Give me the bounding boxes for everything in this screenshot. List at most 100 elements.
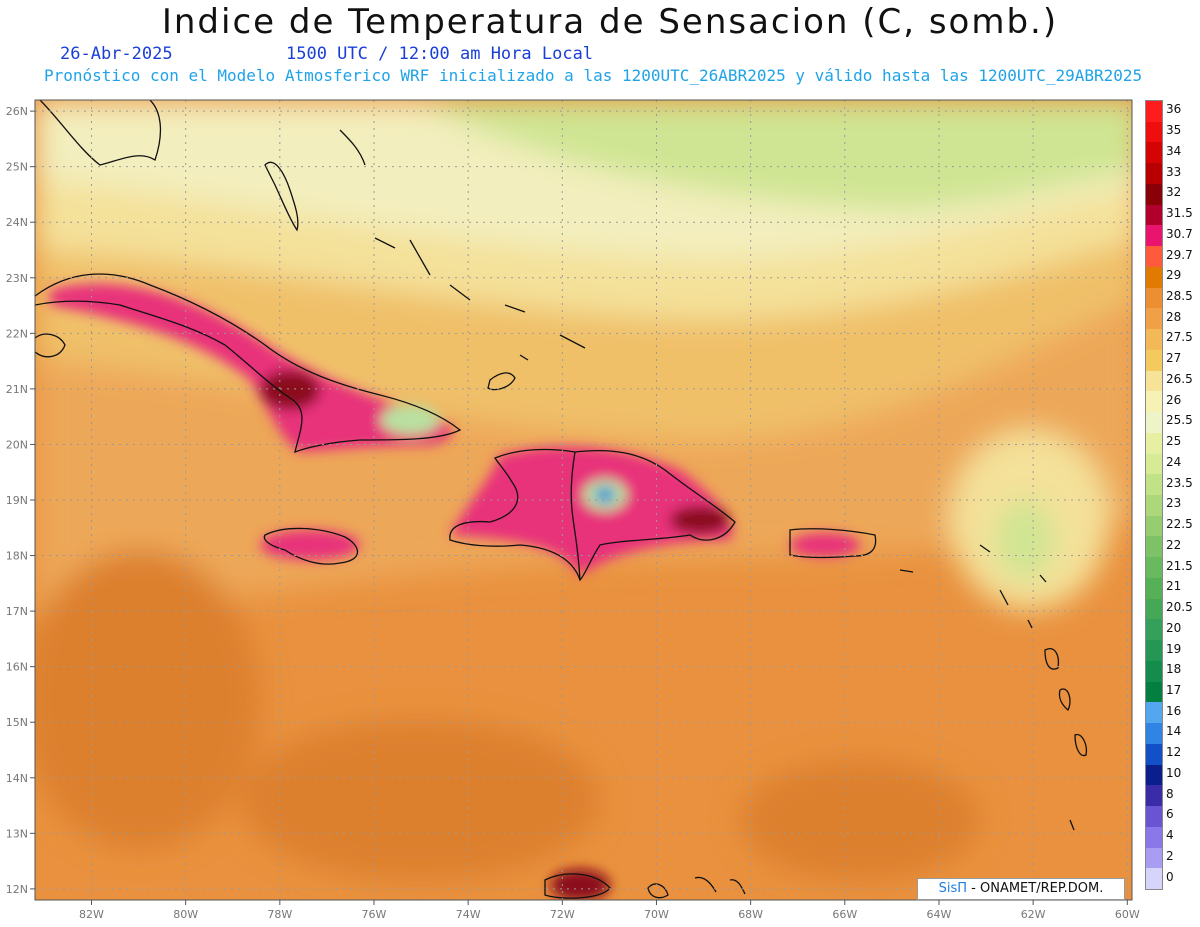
legend-swatch bbox=[1146, 743, 1162, 765]
color-scale-bar bbox=[1145, 100, 1163, 890]
legend-label: 16 bbox=[1166, 703, 1182, 718]
legend-label: 2 bbox=[1166, 848, 1174, 863]
lat-tick-label: 19N bbox=[6, 494, 28, 507]
legend-swatch bbox=[1146, 868, 1162, 890]
legend-swatch bbox=[1146, 246, 1162, 268]
longitude-axis: 82W 80W 78W 76W 74W 72W 70W 68W 66W 64W 62W 60W bbox=[79, 900, 1140, 921]
legend-label: 26.5 bbox=[1166, 371, 1193, 386]
lon-tick-label: 78W bbox=[267, 908, 292, 921]
lon-tick-label: 72W bbox=[550, 908, 575, 921]
legend-swatch bbox=[1146, 515, 1162, 537]
lat-tick-label: 12N bbox=[6, 883, 28, 896]
legend-swatch bbox=[1146, 474, 1162, 496]
legend-swatch bbox=[1146, 785, 1162, 807]
legend-label: 6 bbox=[1166, 807, 1174, 822]
lon-tick-label: 74W bbox=[456, 908, 481, 921]
lat-tick-label: 22N bbox=[6, 327, 28, 340]
lat-tick-label: 14N bbox=[6, 772, 28, 785]
legend-swatch bbox=[1146, 266, 1162, 288]
legend-swatch bbox=[1146, 412, 1162, 434]
lat-tick-label: 25N bbox=[6, 161, 28, 174]
legend-label: 32 bbox=[1166, 185, 1182, 200]
lon-tick-label: 76W bbox=[362, 908, 387, 921]
legend-label: 28 bbox=[1166, 309, 1182, 324]
legend-label: 22 bbox=[1166, 537, 1182, 552]
model-info: Pronóstico con el Modelo Atmosferico WRF… bbox=[44, 66, 1143, 85]
legend-swatch bbox=[1146, 370, 1162, 392]
legend-swatch bbox=[1146, 225, 1162, 247]
map-title: Indice de Temperatura de Sensacion (C, s… bbox=[161, 2, 1059, 42]
legend-swatch bbox=[1146, 557, 1162, 579]
legend-label: 23 bbox=[1166, 496, 1182, 511]
graticule bbox=[35, 100, 1132, 900]
legend-label: 8 bbox=[1166, 786, 1174, 801]
legend-label: 18 bbox=[1166, 662, 1182, 677]
legend-label: 10 bbox=[1166, 765, 1182, 780]
legend-label: 31.5 bbox=[1166, 206, 1193, 221]
lon-tick-label: 66W bbox=[832, 908, 857, 921]
legend-swatch bbox=[1146, 577, 1162, 599]
lat-tick-label: 15N bbox=[6, 716, 28, 729]
legend-swatch bbox=[1146, 453, 1162, 475]
legend-swatch bbox=[1146, 764, 1162, 786]
legend-label: 25.5 bbox=[1166, 413, 1193, 428]
lon-tick-label: 62W bbox=[1021, 908, 1046, 921]
legend-swatch bbox=[1146, 702, 1162, 724]
legend-swatch bbox=[1146, 806, 1162, 828]
legend-swatch bbox=[1146, 495, 1162, 516]
forecast-time: 1500 UTC / 12:00 am Hora Local bbox=[286, 44, 594, 64]
lat-tick-label: 23N bbox=[6, 272, 28, 285]
legend-swatch bbox=[1146, 660, 1162, 682]
legend-swatch bbox=[1146, 619, 1162, 641]
credit-brand: SisΠ bbox=[938, 881, 968, 896]
legend-label: 35 bbox=[1166, 123, 1182, 138]
legend-label: 24 bbox=[1166, 454, 1182, 469]
legend-label: 34 bbox=[1166, 143, 1182, 158]
forecast-date: 26-Abr-2025 bbox=[60, 44, 173, 64]
legend-label: 17 bbox=[1166, 683, 1182, 697]
legend-swatch bbox=[1146, 598, 1162, 620]
legend-label: 26 bbox=[1166, 392, 1182, 407]
legend-label: 36 bbox=[1166, 102, 1182, 117]
legend-label: 29.7 bbox=[1166, 247, 1193, 262]
legend-swatch bbox=[1146, 391, 1162, 413]
legend-label: 14 bbox=[1166, 724, 1182, 739]
lat-tick-label: 21N bbox=[6, 383, 28, 396]
lat-tick-label: 18N bbox=[6, 550, 28, 563]
legend-label: 29 bbox=[1166, 268, 1182, 283]
legend-swatch bbox=[1146, 432, 1162, 454]
legend-label: 4 bbox=[1166, 828, 1174, 843]
legend-swatch bbox=[1146, 681, 1162, 703]
lat-tick-label: 26N bbox=[6, 105, 28, 118]
legend-swatch bbox=[1146, 349, 1162, 371]
legend-label: 19 bbox=[1166, 641, 1182, 656]
lat-tick-label: 24N bbox=[6, 216, 28, 229]
lon-tick-label: 68W bbox=[738, 908, 763, 921]
legend-swatch bbox=[1146, 163, 1162, 185]
legend-swatch bbox=[1146, 826, 1162, 848]
legend-swatch bbox=[1146, 101, 1162, 122]
legend-swatch bbox=[1146, 723, 1162, 745]
coastlines bbox=[35, 100, 1088, 899]
legend-swatch bbox=[1146, 847, 1162, 869]
legend-swatch bbox=[1146, 204, 1162, 226]
lon-tick-label: 80W bbox=[173, 908, 198, 921]
lat-tick-label: 17N bbox=[6, 605, 28, 618]
legend-label: 25 bbox=[1166, 434, 1182, 449]
lat-tick-label: 13N bbox=[6, 827, 28, 840]
lon-tick-label: 82W bbox=[79, 908, 104, 921]
legend-label: 22.5 bbox=[1166, 517, 1193, 532]
legend-label: 20.5 bbox=[1166, 600, 1193, 615]
legend-swatch bbox=[1146, 142, 1162, 164]
legend-label: 0 bbox=[1166, 869, 1174, 884]
legend-label: 20 bbox=[1166, 620, 1182, 635]
legend-label: 23.5 bbox=[1166, 475, 1193, 490]
lon-tick-label: 64W bbox=[927, 908, 952, 921]
legend-swatch bbox=[1146, 121, 1162, 143]
legend-label: 21.5 bbox=[1166, 558, 1193, 573]
legend-swatch bbox=[1146, 640, 1162, 662]
legend-label: 12 bbox=[1166, 745, 1182, 760]
legend-swatch bbox=[1146, 308, 1162, 330]
lat-tick-label: 20N bbox=[6, 438, 28, 451]
